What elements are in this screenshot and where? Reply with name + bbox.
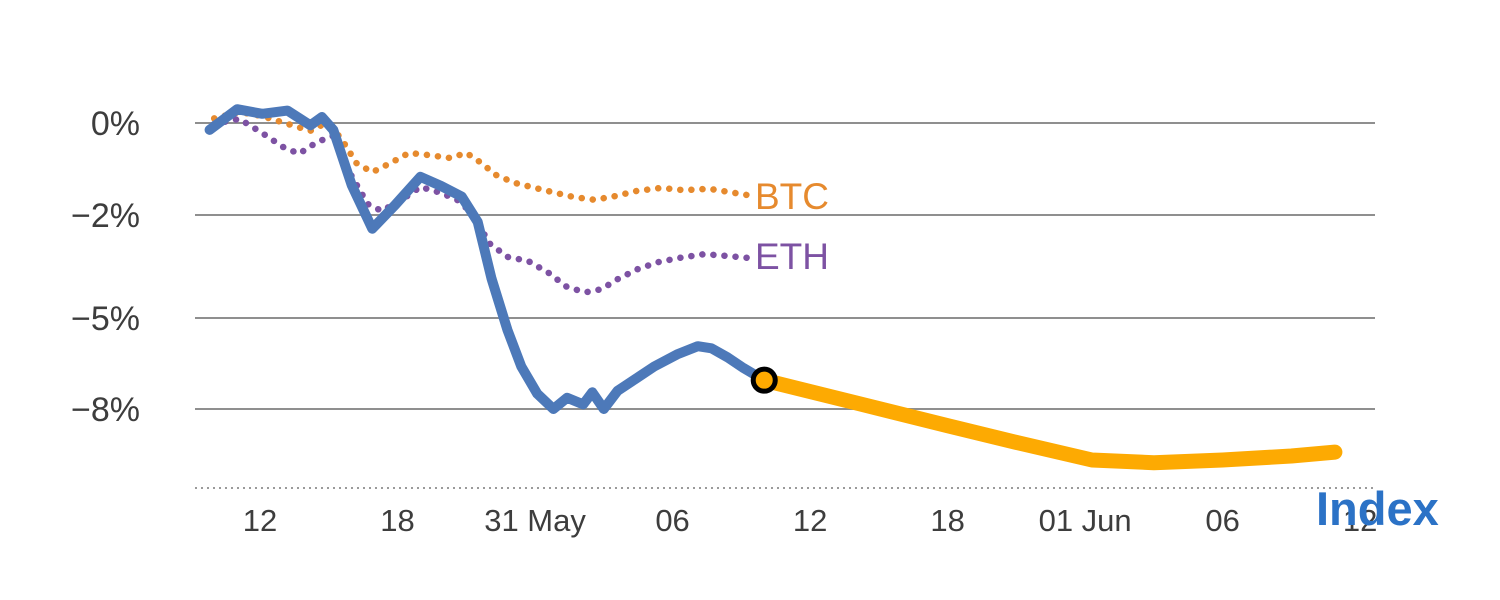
index-line <box>204 104 770 414</box>
series-group <box>204 104 1343 471</box>
x-tick-label: 12 <box>793 503 827 538</box>
current-point-marker <box>750 366 778 394</box>
x-tick-label: 31 May <box>484 503 586 538</box>
x-tick-label: 12 <box>1343 503 1377 538</box>
x-tick-label: 06 <box>655 503 689 538</box>
index-series-label: Index <box>1316 482 1439 535</box>
y-tick-label: −8% <box>71 391 140 429</box>
y-tick-label: 0% <box>91 105 140 143</box>
x-tick-label: 06 <box>1205 503 1239 538</box>
y-tick-label: −5% <box>71 300 140 338</box>
axis-group: 12 18 31 May 06 12 18 01 Jun 06 12 <box>195 487 1377 538</box>
x-tick-label: 18 <box>930 503 964 538</box>
eth-series-label: ETH <box>755 236 829 277</box>
btc-series-label: BTC <box>755 176 829 217</box>
btc-line <box>210 108 752 204</box>
x-tick-label: 12 <box>243 503 277 538</box>
forecast-line <box>756 372 1343 471</box>
eth-line <box>210 115 752 296</box>
x-tick-label: 18 <box>380 503 414 538</box>
y-tick-label: −2% <box>71 197 140 235</box>
x-tick-label: 01 Jun <box>1039 503 1132 538</box>
gridlines-group: 0% −2% −5% −8% <box>71 105 1375 429</box>
